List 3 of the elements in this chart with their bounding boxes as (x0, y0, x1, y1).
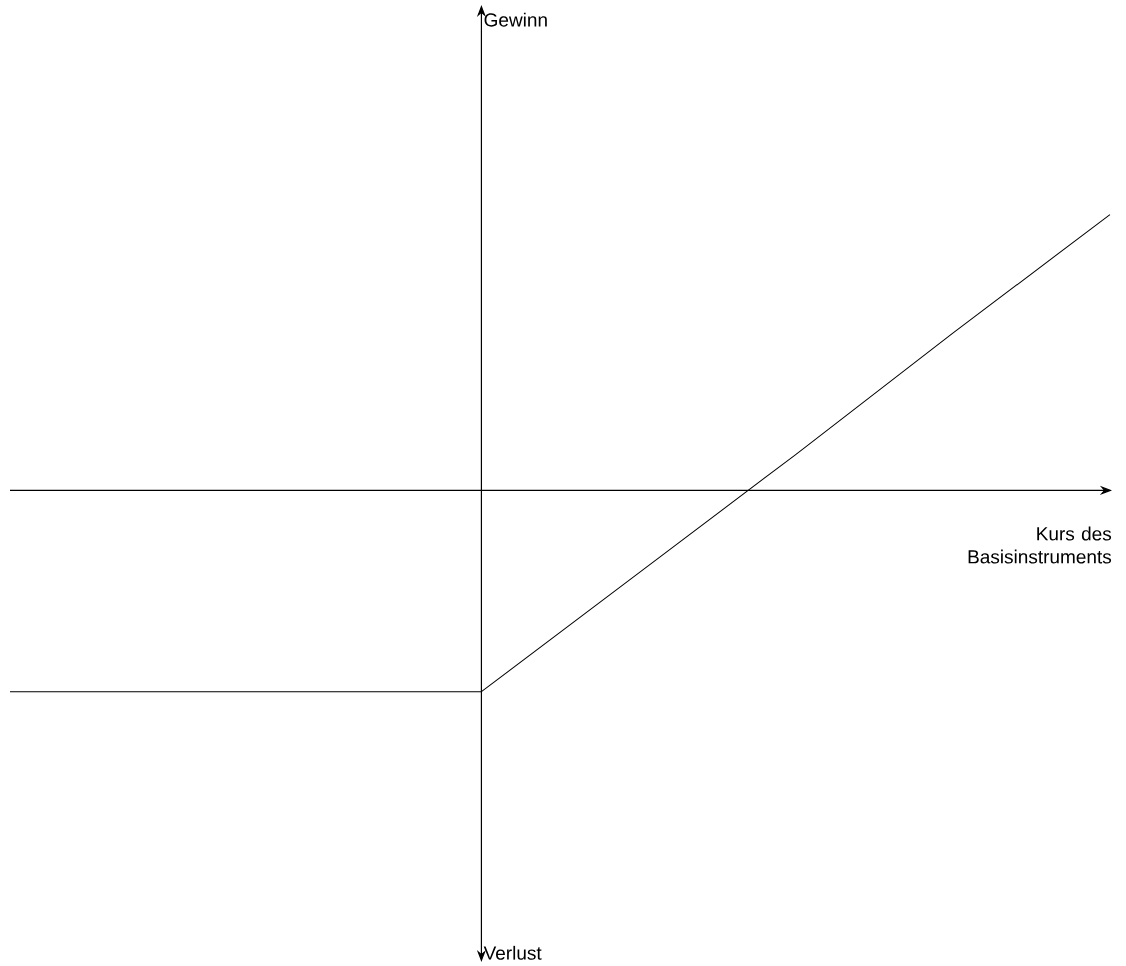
x-axis-title: Kurs des Basisinstruments (968, 526, 1112, 564)
text: Verlust (483, 945, 542, 960)
text: Gewinn (484, 12, 547, 27)
